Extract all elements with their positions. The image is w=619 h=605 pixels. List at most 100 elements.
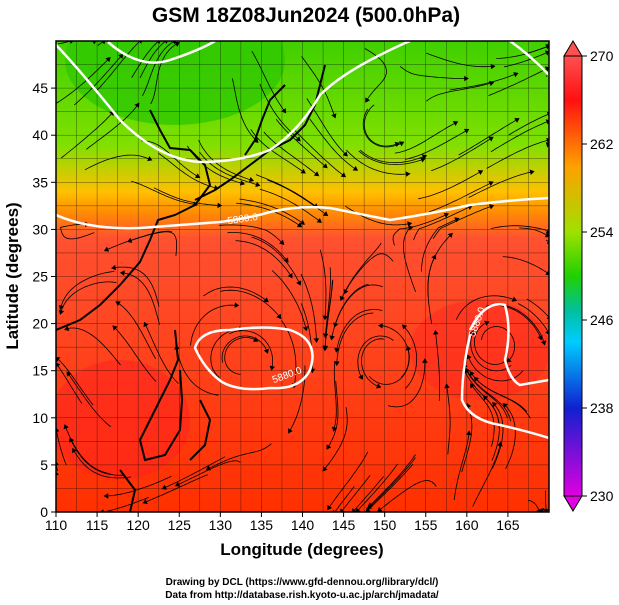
streamline-arrowhead — [376, 383, 382, 389]
streamline-arrowhead — [127, 237, 133, 243]
streamline-arrowhead — [143, 321, 149, 328]
streamline-arrowhead — [295, 136, 301, 142]
streamline-arrowhead — [407, 221, 413, 227]
streamline-arrowhead — [255, 181, 261, 188]
streamline-arrowhead — [313, 171, 320, 177]
map-title: GSM 18Z08Jun2024 (500.0hPa) — [152, 4, 460, 27]
streamline — [56, 431, 67, 466]
streamline — [219, 289, 282, 319]
streamline-arrowhead — [342, 151, 348, 157]
streamline — [449, 72, 518, 91]
streamline-arrowhead — [269, 365, 275, 371]
streamline — [463, 369, 500, 429]
streamline-arrowhead — [322, 345, 329, 351]
streamline-arrowhead — [469, 370, 475, 377]
streamline-arrowhead — [103, 493, 109, 499]
plot-area — [56, 41, 549, 512]
streamline — [190, 304, 239, 346]
streamline — [336, 312, 374, 366]
streamline-arrowhead — [281, 108, 287, 114]
streamline-arrowhead — [340, 172, 347, 178]
streamline-arrowhead — [339, 295, 345, 301]
colorbar-tick-label: 238 — [590, 400, 614, 416]
streamline — [218, 224, 284, 245]
colorbar-gradient — [563, 55, 583, 497]
colorbar-tick-label: 230 — [590, 488, 614, 504]
streamline-arrowhead — [405, 345, 412, 351]
streamline — [358, 150, 426, 166]
streamline — [362, 108, 404, 148]
streamline-arrowhead — [115, 301, 121, 307]
streamline-arrowhead — [488, 136, 494, 142]
y-tick-label: 15 — [32, 363, 48, 379]
streamline-arrowhead — [142, 498, 148, 505]
streamline-arrowhead — [454, 217, 460, 223]
streamline — [144, 322, 179, 384]
streamline-arrowhead — [358, 374, 364, 380]
x-axis-label: Longitude (degrees) — [220, 540, 383, 559]
streamline — [73, 53, 124, 106]
streamline — [468, 171, 534, 198]
streamline-arrowhead — [511, 296, 518, 302]
streamline — [301, 56, 336, 118]
streamline — [361, 338, 384, 388]
streamline — [206, 443, 272, 470]
streamline — [429, 181, 494, 213]
y-axis-ticks: 0 5 10 15 20 25 30 35 40 45 — [32, 80, 56, 520]
streamline-arrowhead — [234, 302, 240, 308]
credit-line-1: Drawing by DCL (https://www.gfd-dennou.o… — [166, 577, 439, 588]
streamline — [142, 41, 174, 97]
streamline-arrowhead — [118, 53, 124, 59]
streamline-arrowhead — [351, 508, 357, 512]
streamline — [95, 41, 140, 93]
streamline — [120, 272, 160, 325]
streamline — [470, 383, 495, 447]
contour-label: 5880.0 — [227, 212, 259, 227]
streamline-arrowhead — [398, 141, 405, 147]
streamline-arrowhead — [309, 368, 316, 374]
streamline — [322, 407, 348, 472]
streamline-arrowhead — [433, 329, 439, 335]
streamline — [526, 298, 549, 318]
streamline — [259, 188, 322, 223]
streamline-arrowhead — [322, 315, 328, 321]
streamline-arrowhead — [529, 169, 535, 175]
warm-patch — [410, 300, 549, 400]
streamline — [426, 82, 494, 102]
streamline — [150, 42, 180, 105]
streamline-arrowhead — [63, 424, 69, 430]
x-tick-label: 135 — [250, 517, 274, 533]
streamline-arrowhead — [488, 181, 494, 187]
streamline-arrowhead — [466, 354, 472, 360]
streamline-arrowhead — [447, 232, 453, 238]
streamline — [472, 442, 502, 507]
streamline — [103, 496, 149, 512]
streamline — [319, 249, 327, 320]
streamline — [368, 346, 410, 385]
streamline — [104, 475, 172, 497]
streamline-arrowhead — [302, 326, 309, 332]
streamline-arrowhead — [537, 335, 543, 341]
streamline-arrowhead — [327, 504, 333, 511]
streamline — [267, 179, 328, 216]
streamline-arrowhead — [331, 426, 338, 432]
streamline — [446, 384, 451, 455]
streamline — [353, 476, 384, 511]
streamline-arrowhead — [322, 466, 328, 472]
streamline-arrowhead — [543, 508, 549, 512]
cold-region — [65, 41, 285, 125]
streamline — [486, 139, 548, 169]
streamline — [57, 359, 94, 406]
streamline-arrowhead — [161, 484, 167, 490]
streamline-arrowhead — [194, 173, 201, 178]
streamline — [236, 202, 302, 228]
x-tick-label: 155 — [414, 517, 438, 533]
streamline-arrowhead — [58, 309, 65, 315]
streamline — [527, 499, 540, 511]
streamline-arrowhead — [378, 323, 383, 329]
streamline — [357, 335, 394, 380]
streamline — [519, 227, 547, 236]
streamline — [64, 424, 111, 475]
streamline-arrowhead — [477, 170, 484, 176]
streamline-arrowhead — [283, 257, 289, 263]
